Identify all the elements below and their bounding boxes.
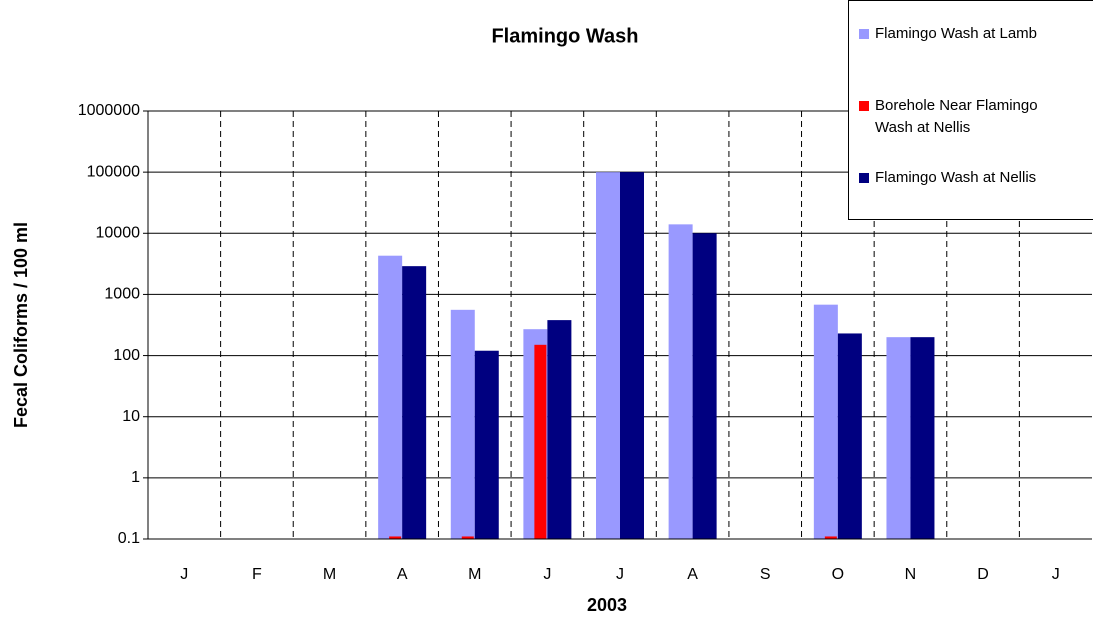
- bar: [910, 337, 935, 539]
- y-tick-label: 1000000: [78, 102, 140, 119]
- bar: [547, 320, 572, 539]
- legend-label: Flamingo Wash at Nellis: [875, 169, 1037, 186]
- x-tick-label: J: [1052, 566, 1060, 583]
- bar: [389, 536, 402, 539]
- y-tick-label: 10: [122, 408, 140, 425]
- legend-label: Flamingo Wash at Lamb: [875, 25, 1038, 42]
- bar: [461, 536, 474, 539]
- y-tick-label: 10000: [96, 225, 141, 242]
- y-tick-label: 1: [131, 469, 140, 486]
- x-tick-label: J: [543, 566, 551, 583]
- y-tick-label: 0.1: [118, 530, 140, 547]
- chart-title: Flamingo Wash: [491, 25, 638, 47]
- bar: [837, 333, 862, 539]
- bar: [450, 309, 475, 539]
- bar: [378, 255, 403, 539]
- bar: [474, 350, 499, 539]
- legend-swatch: [859, 101, 869, 111]
- x-tick-label: A: [687, 566, 698, 583]
- bar: [886, 337, 911, 539]
- x-tick-label: D: [977, 566, 989, 583]
- x-tick-label: J: [616, 566, 624, 583]
- x-tick-label: O: [832, 566, 844, 583]
- x-axis-label: 2003: [587, 595, 627, 615]
- bar: [813, 304, 838, 539]
- bar: [620, 172, 644, 539]
- bar: [402, 266, 427, 539]
- bar: [692, 233, 717, 540]
- legend-swatch: [859, 173, 869, 183]
- legend-swatch: [859, 29, 869, 39]
- y-tick-label: 100000: [87, 163, 140, 180]
- y-axis-label: Fecal Coliforms / 100 ml: [11, 222, 31, 428]
- bar: [668, 224, 693, 540]
- y-tick-label: 100: [113, 347, 140, 364]
- x-tick-label: S: [760, 566, 771, 583]
- legend-label: Borehole Near Flamingo Wash at Nellis: [875, 97, 1038, 136]
- legend: Flamingo Wash at Lamb Borehole Near Flami…: [848, 0, 1093, 220]
- bar: [596, 172, 620, 539]
- x-tick-label: A: [397, 566, 408, 583]
- bar: [534, 344, 547, 539]
- x-tick-label: N: [905, 566, 917, 583]
- x-tick-label: M: [468, 566, 481, 583]
- x-tick-label: J: [180, 566, 188, 583]
- y-tick-label: 1000: [104, 286, 140, 303]
- x-tick-label: M: [323, 566, 336, 583]
- bar: [824, 536, 837, 539]
- x-tick-label: F: [252, 566, 262, 583]
